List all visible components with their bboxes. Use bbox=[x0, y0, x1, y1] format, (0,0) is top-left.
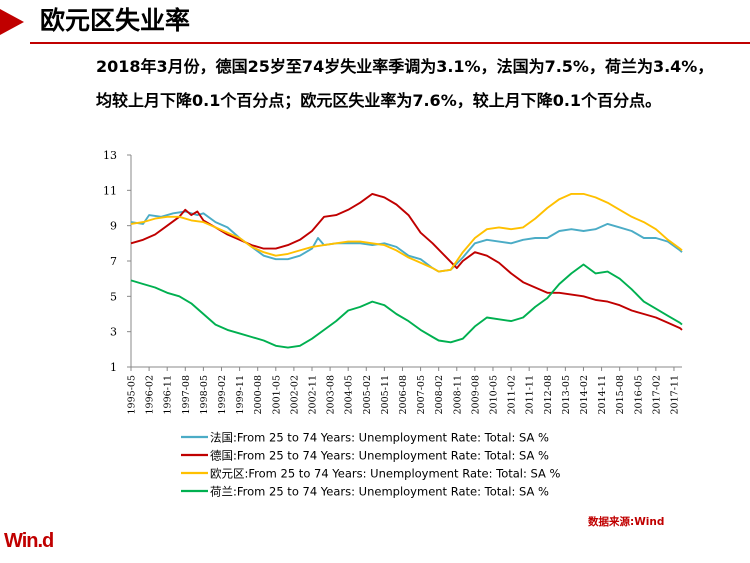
x-tick-label: 1999-02 bbox=[217, 375, 228, 414]
title-divider bbox=[30, 42, 750, 44]
x-tick-label: 2015-08 bbox=[615, 375, 626, 414]
y-tick-label: 5 bbox=[110, 290, 117, 303]
series-line-0 bbox=[130, 210, 683, 273]
y-tick-label: 1 bbox=[110, 361, 117, 374]
x-tick-label: 2001-05 bbox=[271, 375, 282, 414]
x-tick-label: 2002-02 bbox=[289, 375, 300, 414]
x-tick-label: 2006-08 bbox=[398, 375, 409, 414]
y-tick-label: 3 bbox=[110, 326, 117, 339]
legend-label-3: 荷兰:From 25 to 74 Years: Unemployment Rat… bbox=[210, 485, 549, 499]
series-line-1 bbox=[130, 192, 683, 331]
x-tick-label: 2017-02 bbox=[651, 375, 662, 414]
x-tick-label: 2003-08 bbox=[326, 375, 337, 414]
x-tick-label: 2004-05 bbox=[344, 375, 355, 414]
y-tick-label: 13 bbox=[103, 149, 117, 162]
x-tick-label: 2007-05 bbox=[416, 375, 427, 414]
data-source: 数据来源:Wind bbox=[588, 516, 665, 528]
x-tick-label: 1996-11 bbox=[163, 375, 174, 414]
title-bar: 欧元区失业率 bbox=[0, 0, 750, 44]
legend-label-1: 德国:From 25 to 74 Years: Unemployment Rat… bbox=[210, 449, 549, 463]
legend-label-2: 欧元区:From 25 to 74 Years: Unemployment Ra… bbox=[210, 467, 561, 481]
legend-label-0: 法国:From 25 to 74 Years: Unemployment Rat… bbox=[210, 431, 549, 445]
series-line-2 bbox=[130, 192, 683, 273]
x-tick-label: 2002-11 bbox=[307, 375, 318, 414]
x-tick-label: 2014-11 bbox=[597, 375, 608, 414]
x-tick-label: 2000-08 bbox=[253, 375, 264, 414]
title-arrow-icon bbox=[0, 9, 24, 35]
x-tick-label: 1995-05 bbox=[127, 375, 138, 414]
x-tick-label: 2009-08 bbox=[470, 375, 481, 414]
y-tick-label: 9 bbox=[110, 220, 117, 233]
x-tick-label: 1998-05 bbox=[199, 375, 210, 414]
y-tick-label: 7 bbox=[110, 255, 117, 268]
page-title: 欧元区失业率 bbox=[40, 6, 191, 35]
x-tick-label: 2011-02 bbox=[507, 375, 518, 414]
x-tick-label: 2013-05 bbox=[561, 375, 572, 414]
x-tick-label: 2017-11 bbox=[669, 375, 680, 414]
x-tick-label: 1996-02 bbox=[145, 375, 156, 414]
summary-text: 2018年3月份，德国25岁至74岁失业率季调为3.1%，法国为7.5%，荷兰为… bbox=[96, 57, 714, 110]
x-tick-label: 2005-02 bbox=[362, 375, 373, 414]
x-tick-label: 2011-11 bbox=[525, 375, 536, 414]
wind-logo: Win.d bbox=[4, 530, 54, 552]
x-tick-label: 1997-08 bbox=[181, 375, 192, 414]
series-line-3 bbox=[130, 263, 683, 349]
x-tick-label: 2012-08 bbox=[543, 375, 554, 414]
x-tick-label: 2008-02 bbox=[434, 375, 445, 414]
x-tick-label: 2010-05 bbox=[488, 375, 499, 414]
x-tick-label: 2016-05 bbox=[633, 375, 644, 414]
x-tick-label: 2005-11 bbox=[380, 375, 391, 414]
x-tick-label: 2008-11 bbox=[452, 375, 463, 414]
x-tick-label: 2014-02 bbox=[579, 375, 590, 414]
y-tick-label: 11 bbox=[103, 184, 117, 197]
x-tick-label: 1999-11 bbox=[235, 375, 246, 414]
